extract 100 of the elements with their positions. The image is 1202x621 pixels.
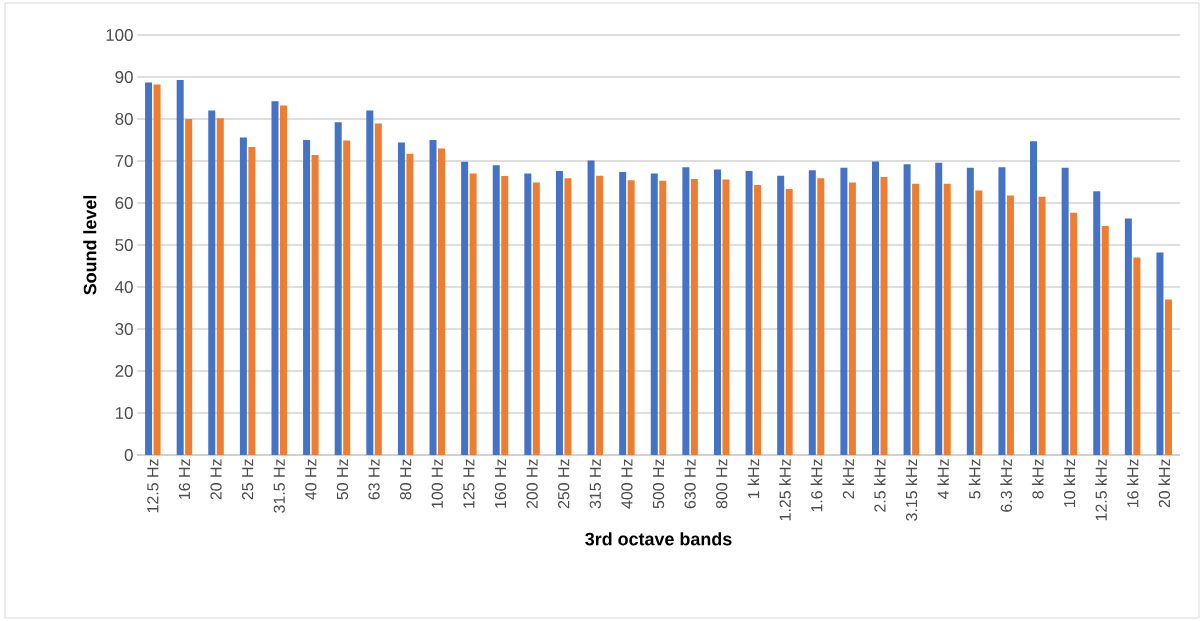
x-tick-label: 400 Hz [621, 459, 633, 509]
x-tick-label: 63 Hz [368, 459, 380, 500]
bar [438, 148, 446, 455]
y-tick-label: 60 [115, 196, 133, 209]
bar [627, 180, 635, 455]
bar [1156, 252, 1164, 455]
bar [722, 179, 730, 455]
x-tick-label: 1 kHz [747, 459, 760, 499]
bar [619, 171, 627, 455]
y-tick-label: 100 [106, 28, 133, 41]
x-tick-label: 5 kHz [968, 459, 981, 499]
bar [912, 183, 920, 455]
bar [185, 118, 193, 455]
y-tick-label: 10 [115, 406, 133, 419]
y-tick-label: 40 [115, 280, 133, 293]
bar [1038, 196, 1046, 455]
x-axis-title: 3rd octave bands [585, 532, 732, 546]
x-tick-label: 12.5 Hz [147, 459, 159, 513]
x-tick-label: 25 Hz [241, 459, 254, 500]
bar [279, 105, 287, 455]
bar [216, 118, 224, 455]
bar [975, 190, 983, 455]
x-tick-label: 40 Hz [305, 459, 317, 500]
bar [564, 178, 572, 455]
y-tick-label: 0 [124, 448, 133, 461]
bar [840, 167, 848, 455]
bar [1070, 212, 1078, 455]
bar [754, 184, 762, 455]
x-tick-label: 20 kHz [1158, 459, 1171, 508]
bar [785, 189, 793, 455]
bar [596, 175, 604, 455]
bar [397, 142, 405, 455]
x-tick-label: 31.5 Hz [273, 459, 285, 513]
x-tick-label: 2 kHz [842, 459, 854, 499]
y-tick-label: 90 [115, 70, 133, 83]
bar [532, 182, 540, 455]
bar [1164, 299, 1172, 455]
bar [492, 165, 500, 455]
bar [1101, 226, 1109, 455]
bar [311, 155, 319, 455]
y-tick-label: 50 [115, 238, 133, 251]
bar [1061, 167, 1069, 455]
bar [271, 101, 279, 455]
x-tick-label: 12.5 kHz [1095, 459, 1107, 521]
x-tick-label: 10 kHz [1063, 459, 1076, 507]
bar [524, 173, 532, 455]
bar [817, 178, 825, 455]
bar [998, 167, 1006, 455]
x-tick-label: 4 kHz [937, 459, 949, 499]
bar [343, 140, 351, 455]
bar [366, 110, 374, 455]
bar [1030, 141, 1038, 455]
bar [690, 179, 698, 455]
x-tick-label: 200 Hz [526, 459, 538, 509]
bar [808, 170, 816, 455]
bar [872, 161, 880, 455]
bar [659, 180, 667, 455]
bar [903, 164, 911, 455]
x-tick-label: 6.3 kHz [1000, 459, 1013, 512]
x-tick-label: 160 Hz [494, 459, 507, 508]
bar [248, 147, 256, 455]
bar [153, 84, 161, 455]
bar [848, 182, 856, 455]
bar [374, 123, 382, 455]
bar [469, 173, 477, 455]
x-tick-label: 2.5 kHz [873, 459, 886, 512]
x-tick-label: 315 Hz [589, 459, 601, 509]
bar [713, 169, 721, 455]
bar [461, 161, 469, 455]
bar [501, 176, 509, 455]
x-tick-label: 1.25 kHz [779, 459, 791, 521]
x-tick-label: 630 Hz [684, 459, 696, 509]
x-tick-label: 800 Hz [716, 459, 728, 509]
x-tick-label: 250 Hz [558, 459, 570, 509]
x-tick-label: 16 kHz [1126, 459, 1139, 507]
bar [1124, 218, 1132, 455]
x-tick-label: 80 Hz [400, 459, 412, 500]
x-tick-label: 100 Hz [431, 459, 443, 508]
y-tick-label: 70 [115, 154, 133, 167]
bar [145, 82, 153, 455]
bar [650, 173, 658, 455]
x-tick-label: 16 Hz [178, 459, 191, 499]
y-tick-label: 20 [115, 364, 133, 377]
bar [966, 167, 974, 455]
x-tick-label: 1.6 kHz [810, 459, 823, 512]
x-tick-label: 500 Hz [652, 459, 665, 509]
bar [587, 160, 595, 455]
bar [429, 139, 437, 455]
bar [555, 171, 563, 455]
bar [239, 137, 247, 455]
bar [943, 183, 951, 455]
bar [935, 162, 943, 455]
x-tick-label: 20 Hz [210, 459, 222, 500]
bar [334, 122, 342, 455]
bar [880, 176, 888, 455]
y-axis-title: Sound level [83, 195, 97, 295]
x-tick-label: 50 Hz [336, 459, 349, 500]
bar [303, 139, 311, 455]
y-tick-label: 80 [115, 112, 133, 125]
bar [745, 171, 753, 455]
